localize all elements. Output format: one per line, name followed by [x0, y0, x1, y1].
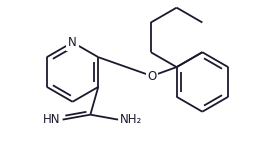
Text: N: N	[68, 36, 77, 49]
Text: O: O	[147, 69, 156, 83]
Text: NH₂: NH₂	[120, 113, 142, 126]
Text: HN: HN	[43, 113, 61, 126]
